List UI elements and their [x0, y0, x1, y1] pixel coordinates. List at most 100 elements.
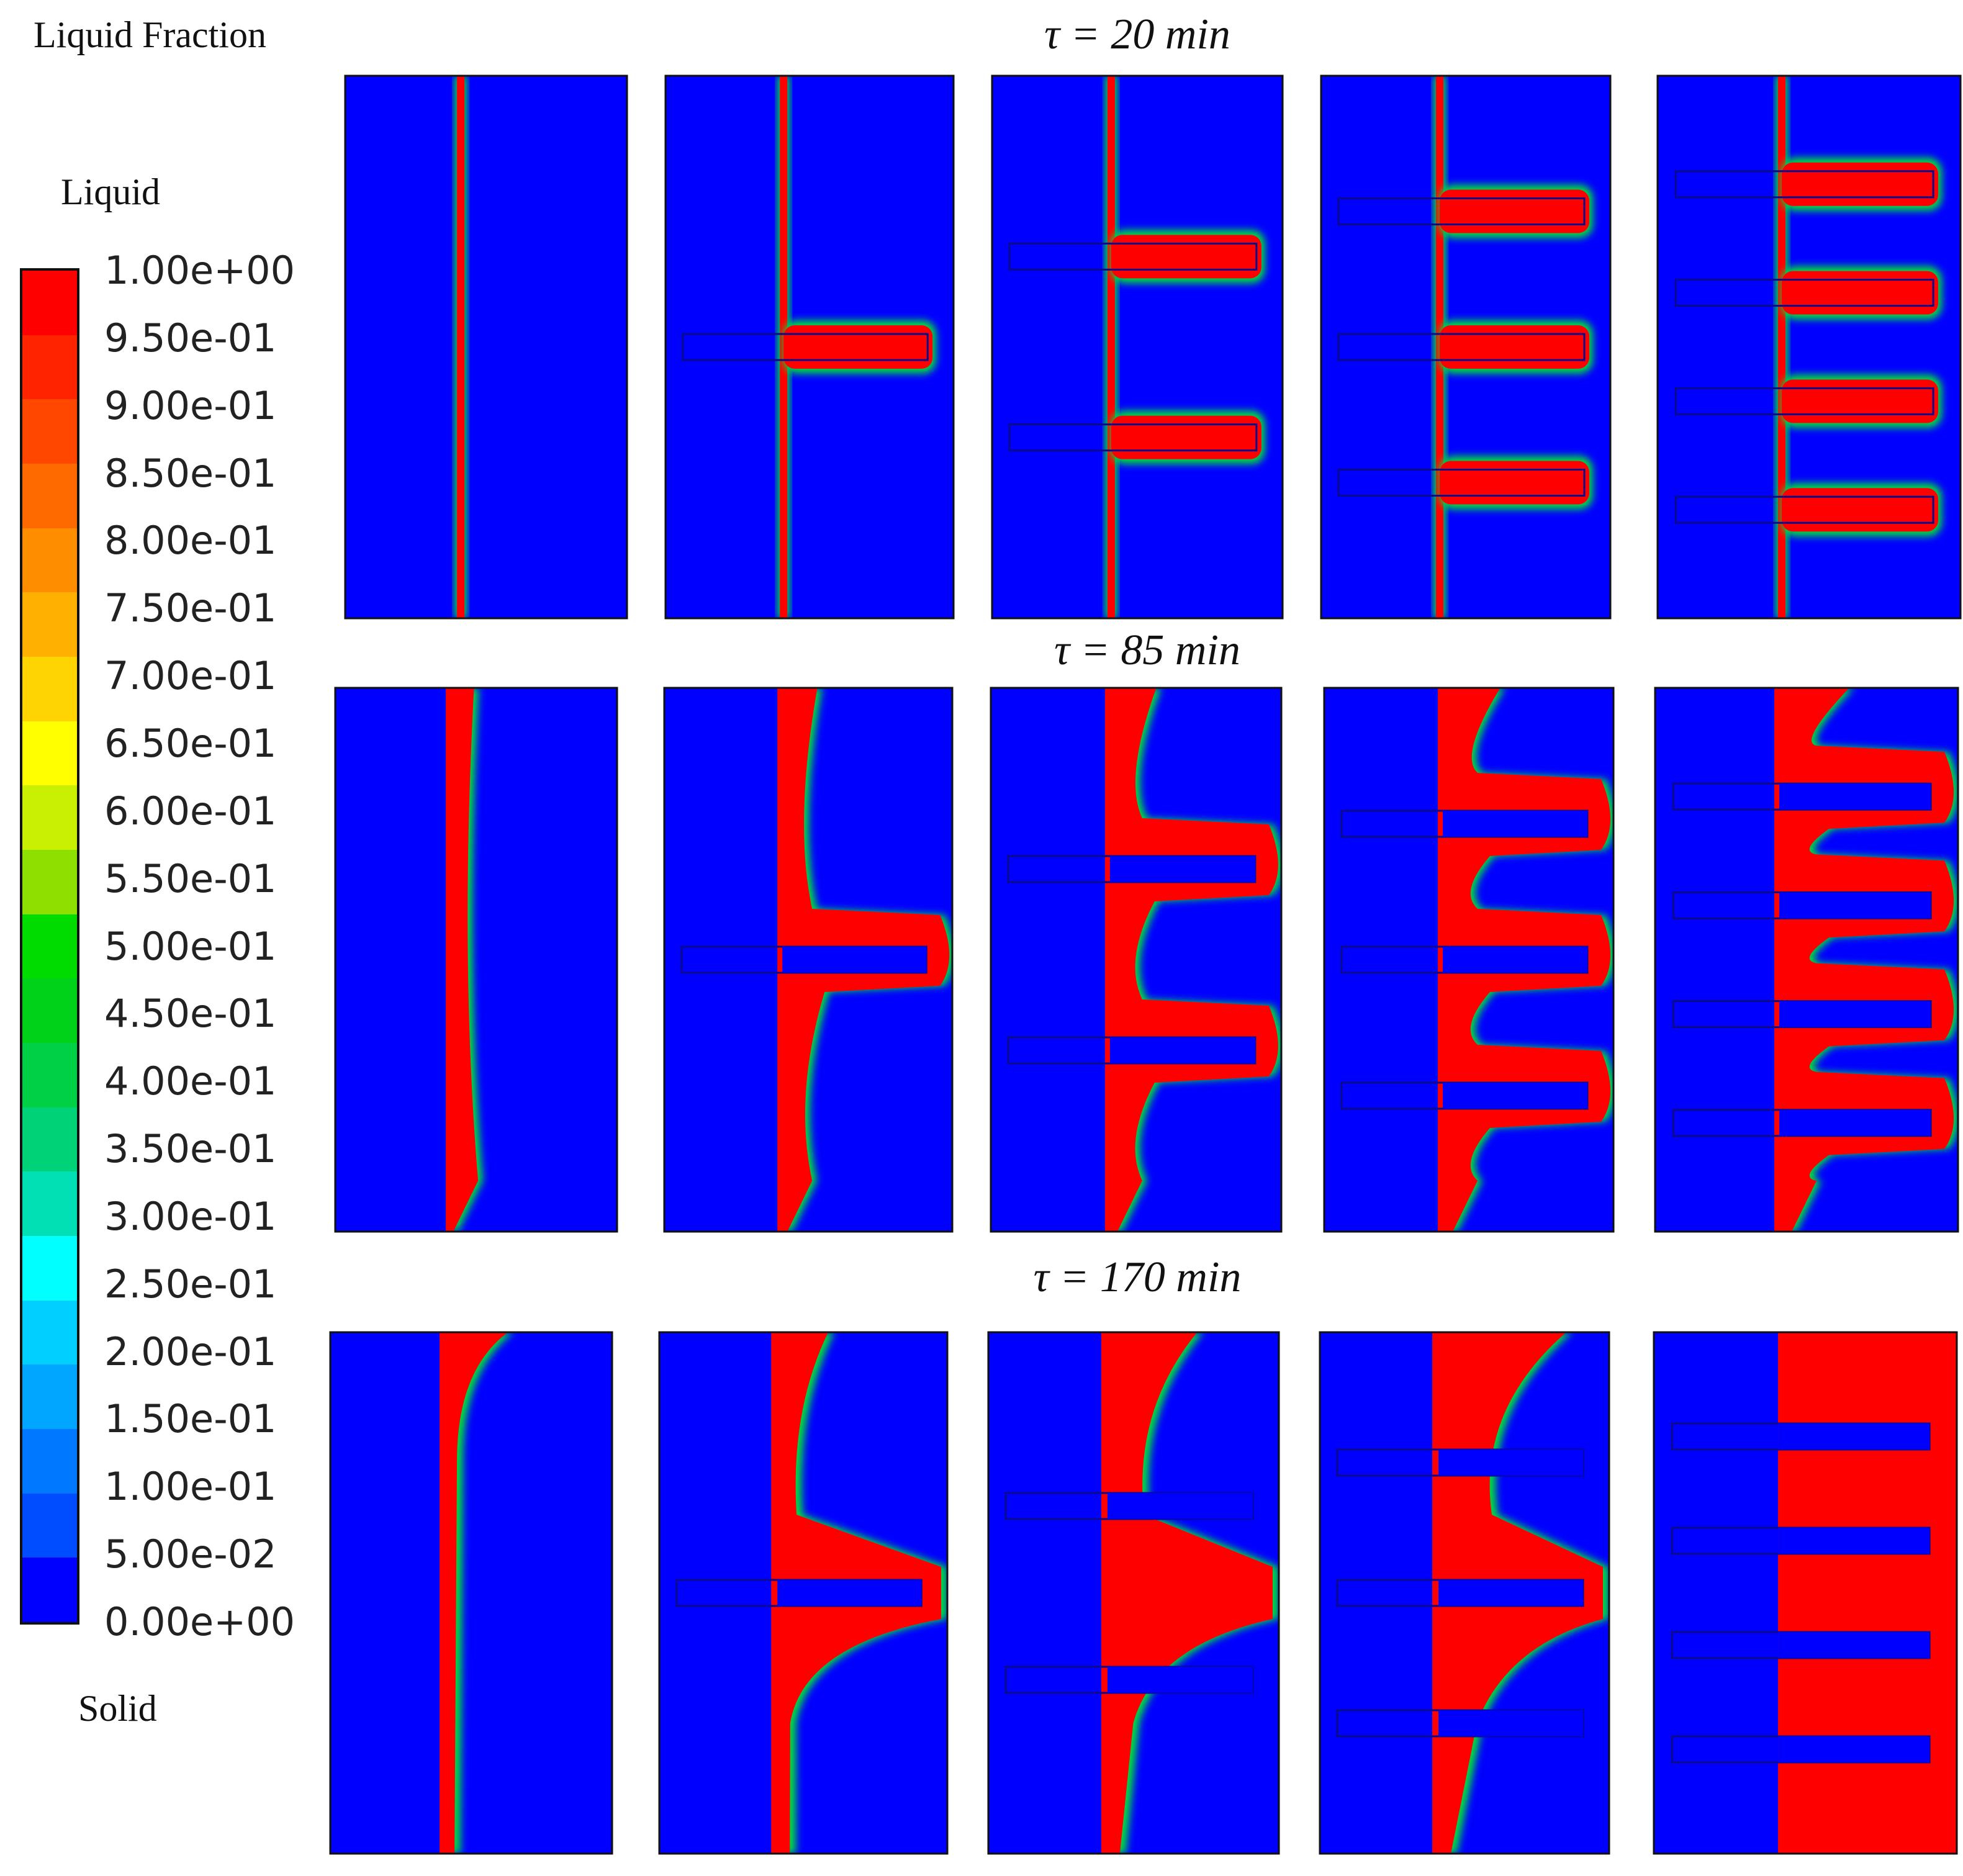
melt-layer: [1782, 162, 1939, 206]
fin-body: [1779, 892, 1931, 919]
color-scale-segment: [22, 271, 77, 335]
convection-cell: [792, 918, 823, 948]
color-scale-tick-label: 7.50e-01: [104, 585, 277, 631]
solid-region: [345, 76, 627, 618]
fin: [682, 333, 929, 361]
color-scale-tick-label: 3.00e-01: [104, 1193, 277, 1239]
solid-region: [330, 1332, 612, 1854]
panel-border: [344, 74, 628, 620]
color-scale-tick-label: 1.00e-01: [104, 1464, 277, 1510]
convection-cell: [1819, 864, 1849, 894]
color-scale-segment: [22, 785, 77, 850]
convection-cell: [1568, 782, 1599, 812]
convection-cell: [1481, 1054, 1512, 1084]
panel-border: [664, 74, 955, 620]
convection-cell: [1119, 828, 1150, 857]
convection-cell: [1207, 828, 1237, 857]
melt-layer: [1440, 189, 1590, 233]
convection-cell: [1568, 1054, 1599, 1084]
color-scale-tick-label: 1.50e-01: [104, 1396, 277, 1442]
convection-cell: [1910, 1081, 1941, 1111]
color-scale-segment: [22, 657, 77, 721]
convection-cell: [1880, 864, 1910, 894]
convection-cell: [1481, 782, 1512, 812]
fin-body: [1779, 1001, 1931, 1027]
color-scale-segment: [22, 978, 77, 1044]
color-scale-segment: [22, 1558, 77, 1623]
fin-body: [777, 1580, 922, 1606]
panel-r2-c4: [1323, 687, 1615, 1233]
color-scale-segment: [22, 528, 77, 593]
solid-region: [1658, 76, 1961, 618]
melt-layer: [1782, 271, 1939, 315]
row-label-20min: τ = 20 min: [1044, 11, 1230, 58]
fin-body: [1443, 947, 1588, 973]
row-label-170min: τ = 170 min: [1033, 1253, 1242, 1301]
convection-cell: [1236, 828, 1266, 857]
fin: [1674, 387, 1934, 415]
fin-body: [1779, 783, 1931, 810]
color-scale-segment: [22, 1107, 77, 1172]
fin-body: [1109, 856, 1255, 882]
fin: [1337, 469, 1586, 497]
color-scale-segment: [22, 592, 77, 657]
convection-cell: [1910, 864, 1941, 894]
melt-layer: [1440, 325, 1590, 369]
fin-body: [1109, 1037, 1255, 1063]
convection-cell: [1148, 1009, 1179, 1039]
color-scale-tick-label: 9.50e-01: [104, 315, 277, 361]
color-scale-bar: [20, 268, 79, 1625]
panel-border: [1654, 687, 1959, 1233]
color-scale-segment: [22, 914, 77, 979]
color-scale-segment: [22, 1493, 77, 1558]
color-scale-segment: [22, 399, 77, 464]
panel-border: [329, 1331, 613, 1855]
panel-r3-c1: [329, 1331, 613, 1855]
fin-body: [1778, 1632, 1930, 1658]
color-scale-segment: [22, 1300, 77, 1365]
color-scale-tick-label: 7.00e-01: [104, 653, 277, 699]
panel-r3-c5: [1653, 1331, 1958, 1855]
row-label-85min: τ = 85 min: [1054, 626, 1240, 674]
convection-cell: [1510, 918, 1541, 948]
convection-cell: [1510, 1054, 1541, 1084]
convection-cell: [1148, 828, 1179, 857]
convection-cell: [907, 918, 937, 948]
panel-border: [334, 687, 618, 1233]
fin: [1337, 333, 1586, 361]
color-scale-tick-label: 1.00e+00: [104, 248, 296, 293]
convection-cell: [1568, 918, 1599, 948]
fin-body: [1778, 1736, 1930, 1762]
melt-region: [1104, 688, 1278, 1232]
convection-cell: [1481, 918, 1512, 948]
color-scale-segment: [22, 1429, 77, 1494]
melt-layer: [1111, 235, 1261, 279]
convection-cell: [850, 918, 880, 948]
convection-cell: [1849, 972, 1880, 1003]
convection-cell: [1453, 782, 1483, 812]
convection-cell: [1236, 1009, 1266, 1039]
melt-layer: [1782, 488, 1939, 532]
color-scale-tick-label: 9.00e-01: [104, 382, 277, 428]
melt-region: [440, 1332, 508, 1854]
panel-border: [987, 1331, 1280, 1855]
panel-r2-c5: [1654, 687, 1959, 1233]
convection-cell: [1510, 782, 1541, 812]
fin: [1674, 170, 1934, 199]
melt-layer: [1111, 415, 1261, 459]
melt-layer: [1782, 379, 1939, 423]
convection-cell: [1119, 1009, 1150, 1039]
color-scale-segment: [22, 1171, 77, 1237]
melt-layer: [783, 325, 933, 369]
fin-body: [1778, 1423, 1930, 1450]
mushy-zone: [446, 1332, 515, 1854]
color-scale-tick-label: 6.50e-01: [104, 720, 277, 766]
color-scale-tick-label: 4.50e-01: [104, 991, 277, 1037]
convection-cell: [1539, 782, 1569, 812]
convection-cell: [1453, 1054, 1483, 1084]
color-scale-tick-label: 0.00e+00: [104, 1599, 296, 1644]
color-scale-segment: [22, 721, 77, 786]
melt-layer: [457, 76, 465, 618]
convection-cell: [1880, 755, 1910, 785]
